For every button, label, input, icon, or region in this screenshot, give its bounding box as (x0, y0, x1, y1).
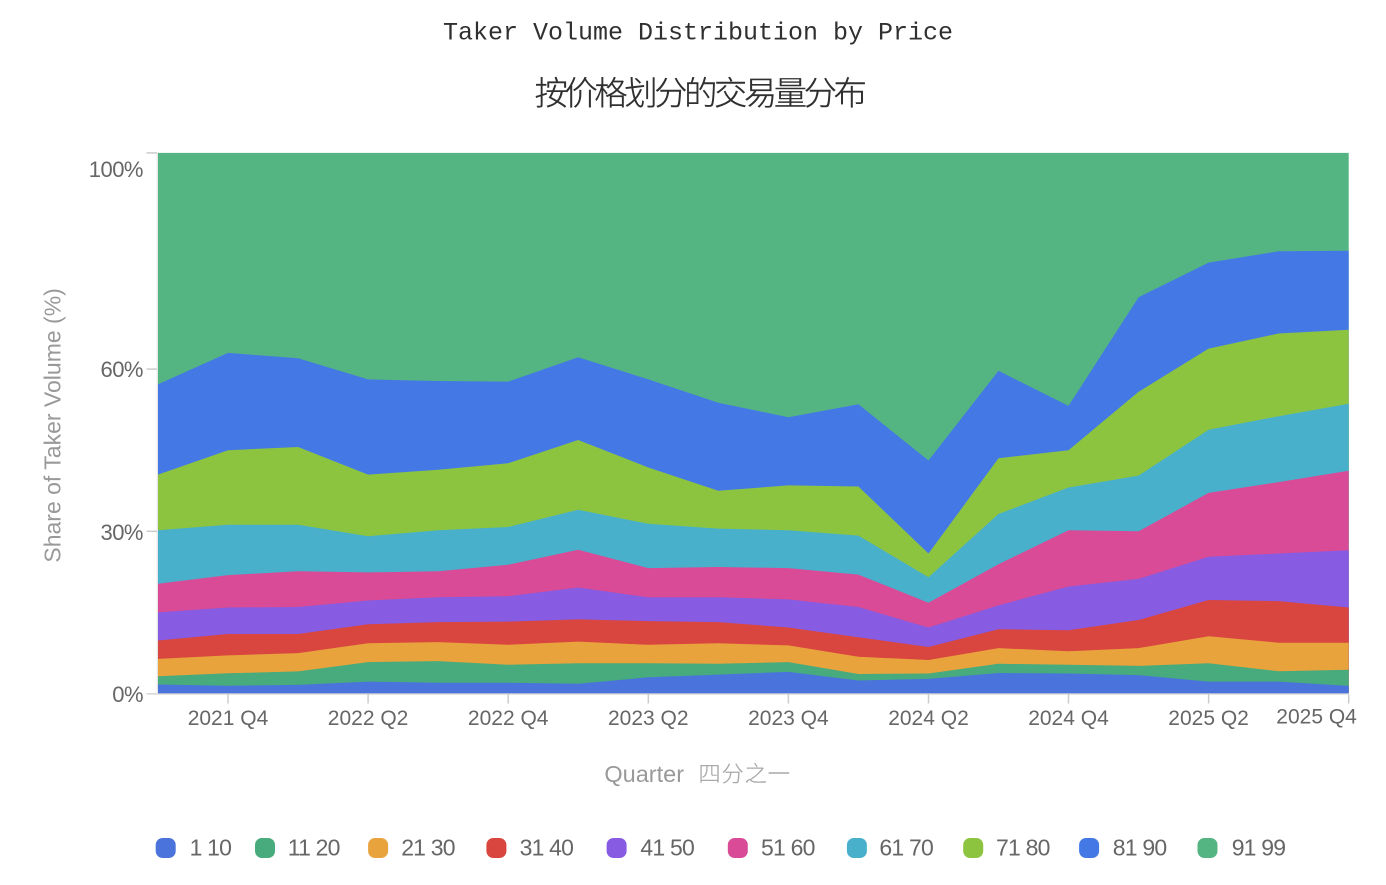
svg-text:2025 Q2: 2025 Q2 (1168, 707, 1249, 730)
svg-text:51 60: 51 60 (761, 835, 815, 861)
svg-text:81 90: 81 90 (1113, 835, 1167, 861)
svg-text:Taker Volume Distribution by P: Taker Volume Distribution by Price (443, 19, 953, 48)
svg-text:91 99: 91 99 (1232, 835, 1286, 861)
svg-text:31 40: 31 40 (520, 835, 574, 861)
svg-text:Quarter: Quarter (604, 761, 684, 787)
svg-text:11 20: 11 20 (288, 835, 340, 861)
svg-text:2023 Q2: 2023 Q2 (608, 707, 689, 730)
svg-text:41 50: 41 50 (640, 835, 694, 861)
svg-text:2021 Q4: 2021 Q4 (188, 707, 269, 730)
svg-text:100%: 100% (89, 157, 143, 182)
svg-text:60%: 60% (100, 357, 143, 382)
svg-text:21 30: 21 30 (401, 835, 455, 861)
svg-text:1 10: 1 10 (190, 835, 232, 861)
svg-text:2022 Q4: 2022 Q4 (468, 707, 549, 730)
svg-text:61 70: 61 70 (879, 835, 933, 861)
svg-text:2024 Q4: 2024 Q4 (1028, 707, 1109, 730)
svg-text:Share of Taker Volume (%): Share of Taker Volume (%) (40, 288, 66, 562)
svg-text:0%: 0% (112, 682, 143, 707)
svg-text:2023 Q4: 2023 Q4 (748, 707, 829, 730)
svg-text:71 80: 71 80 (996, 835, 1050, 861)
svg-text:2024 Q2: 2024 Q2 (888, 707, 969, 730)
svg-text:30%: 30% (100, 520, 143, 545)
svg-text:2022 Q2: 2022 Q2 (328, 707, 409, 730)
svg-text:2025 Q4: 2025 Q4 (1276, 706, 1357, 729)
